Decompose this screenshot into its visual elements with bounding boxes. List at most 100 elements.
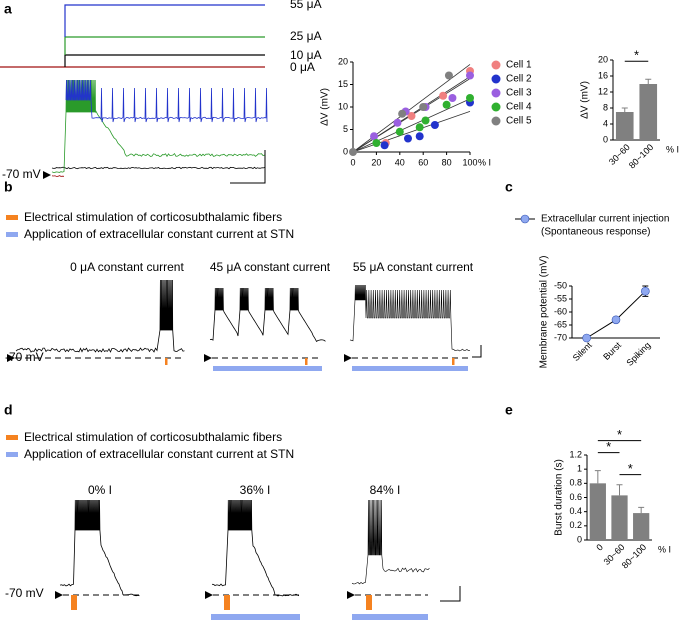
bar [639,84,658,140]
legend-text: Electrical stimulation of corticosubthal… [24,430,282,444]
y-tick-label: 16 [598,70,608,80]
y-tick-label: 0 [603,134,608,144]
y-tick-label: -60 [554,306,567,316]
x-tick-label: 60 [418,157,428,167]
bar [633,513,650,540]
y-axis-label: ΔV (mV) [320,88,331,126]
error-bar [621,107,628,112]
x-tick-label: 20 [371,157,381,167]
point [380,141,389,150]
legend-marker [491,60,501,70]
step-label: 0 μA [290,60,315,74]
legend-note: (Spontaneous response) [541,227,651,238]
x-tick-label: 80~100 [627,142,655,170]
panel-label: e [505,402,513,418]
y-tick-label: 5 [343,124,348,134]
step-label: 25 μA [290,29,322,43]
point [415,132,424,141]
legend-swatch [6,452,18,457]
point [444,71,453,80]
trace-title: 0% I [88,483,112,497]
point [439,91,448,100]
scale-bar [440,586,461,602]
point [403,134,412,143]
y-tick-label: 1 [577,464,582,474]
voltage-trace [65,79,268,123]
voltage-trace [59,499,140,597]
legend-text: Cell 5 [506,116,532,127]
legend-text: Application of extracellular constant cu… [24,447,294,461]
point [442,100,451,109]
error-bar [616,484,623,496]
legend-marker [520,214,530,224]
resting-label: -70 mV [5,586,44,600]
x-tick-label: 80~100 [620,542,648,570]
voltage-trace [15,279,185,353]
legend-text: Cell 3 [506,88,532,99]
point [582,333,591,343]
y-tick-label: 0 [577,534,582,544]
x-tick-label: Silent [571,340,594,363]
y-tick-label: 0.6 [569,492,582,502]
legend-marker [491,116,501,126]
point [349,148,357,156]
x-axis-label: % I [666,144,679,154]
step-label: 10 μA [290,48,322,62]
panel-label: a [4,1,12,17]
x-tick-label: Spiking [624,340,652,368]
y-tick-label: 15 [338,79,348,89]
y-tick-label: 0 [343,146,348,156]
error-bar [638,506,645,514]
y-tick-label: 0.2 [569,520,582,530]
panel-label: b [4,179,13,195]
trace-title: 45 μA constant current [210,260,331,274]
y-tick-label: 0.8 [569,478,582,488]
point [419,103,428,111]
significance-label: * [606,439,611,454]
bar [615,112,634,140]
arrow [347,591,355,599]
legend-marker [491,88,501,98]
y-axis-label: ΔV (mV) [580,81,591,119]
arrow [7,354,15,362]
x-axis-label: % I [658,544,671,554]
x-tick-label: 100 [462,157,477,167]
y-tick-label: 8 [603,102,608,112]
arrow [43,171,51,179]
arrow [55,591,63,599]
legend-text: Electrical stimulation of corticosubthal… [24,210,282,224]
legend-text: Cell 4 [506,102,532,113]
x-tick-label: 0 [594,542,605,553]
voltage-trace [51,175,65,177]
error-bar [594,470,601,484]
y-tick-label: 20 [338,56,348,66]
point [466,94,474,102]
point [395,127,404,136]
y-tick-label: -50 [554,280,567,290]
error-bar [645,78,652,84]
x-tick-label: 40 [395,157,405,167]
current-bar [211,614,300,620]
arrow [344,354,352,362]
resting-label: -70 mV [5,350,44,364]
trace-title: 0 μA constant current [70,260,184,274]
point [430,121,439,129]
point [421,116,430,125]
point [466,71,474,80]
stim-marker [366,595,372,610]
fit-line [352,98,471,153]
current-bar [352,366,468,371]
y-tick-label: -70 [554,332,567,342]
y-axis-label: Membrane potential (mV) [539,256,550,369]
point [372,139,381,147]
stim-marker [224,595,230,610]
stimulus-steps [0,4,265,68]
point [393,118,402,127]
trace-title: 36% I [240,483,271,497]
y-tick-label: 10 [338,101,348,111]
arrow [205,591,213,599]
bar [611,495,628,540]
stim-marker [452,358,455,365]
point [448,94,457,102]
